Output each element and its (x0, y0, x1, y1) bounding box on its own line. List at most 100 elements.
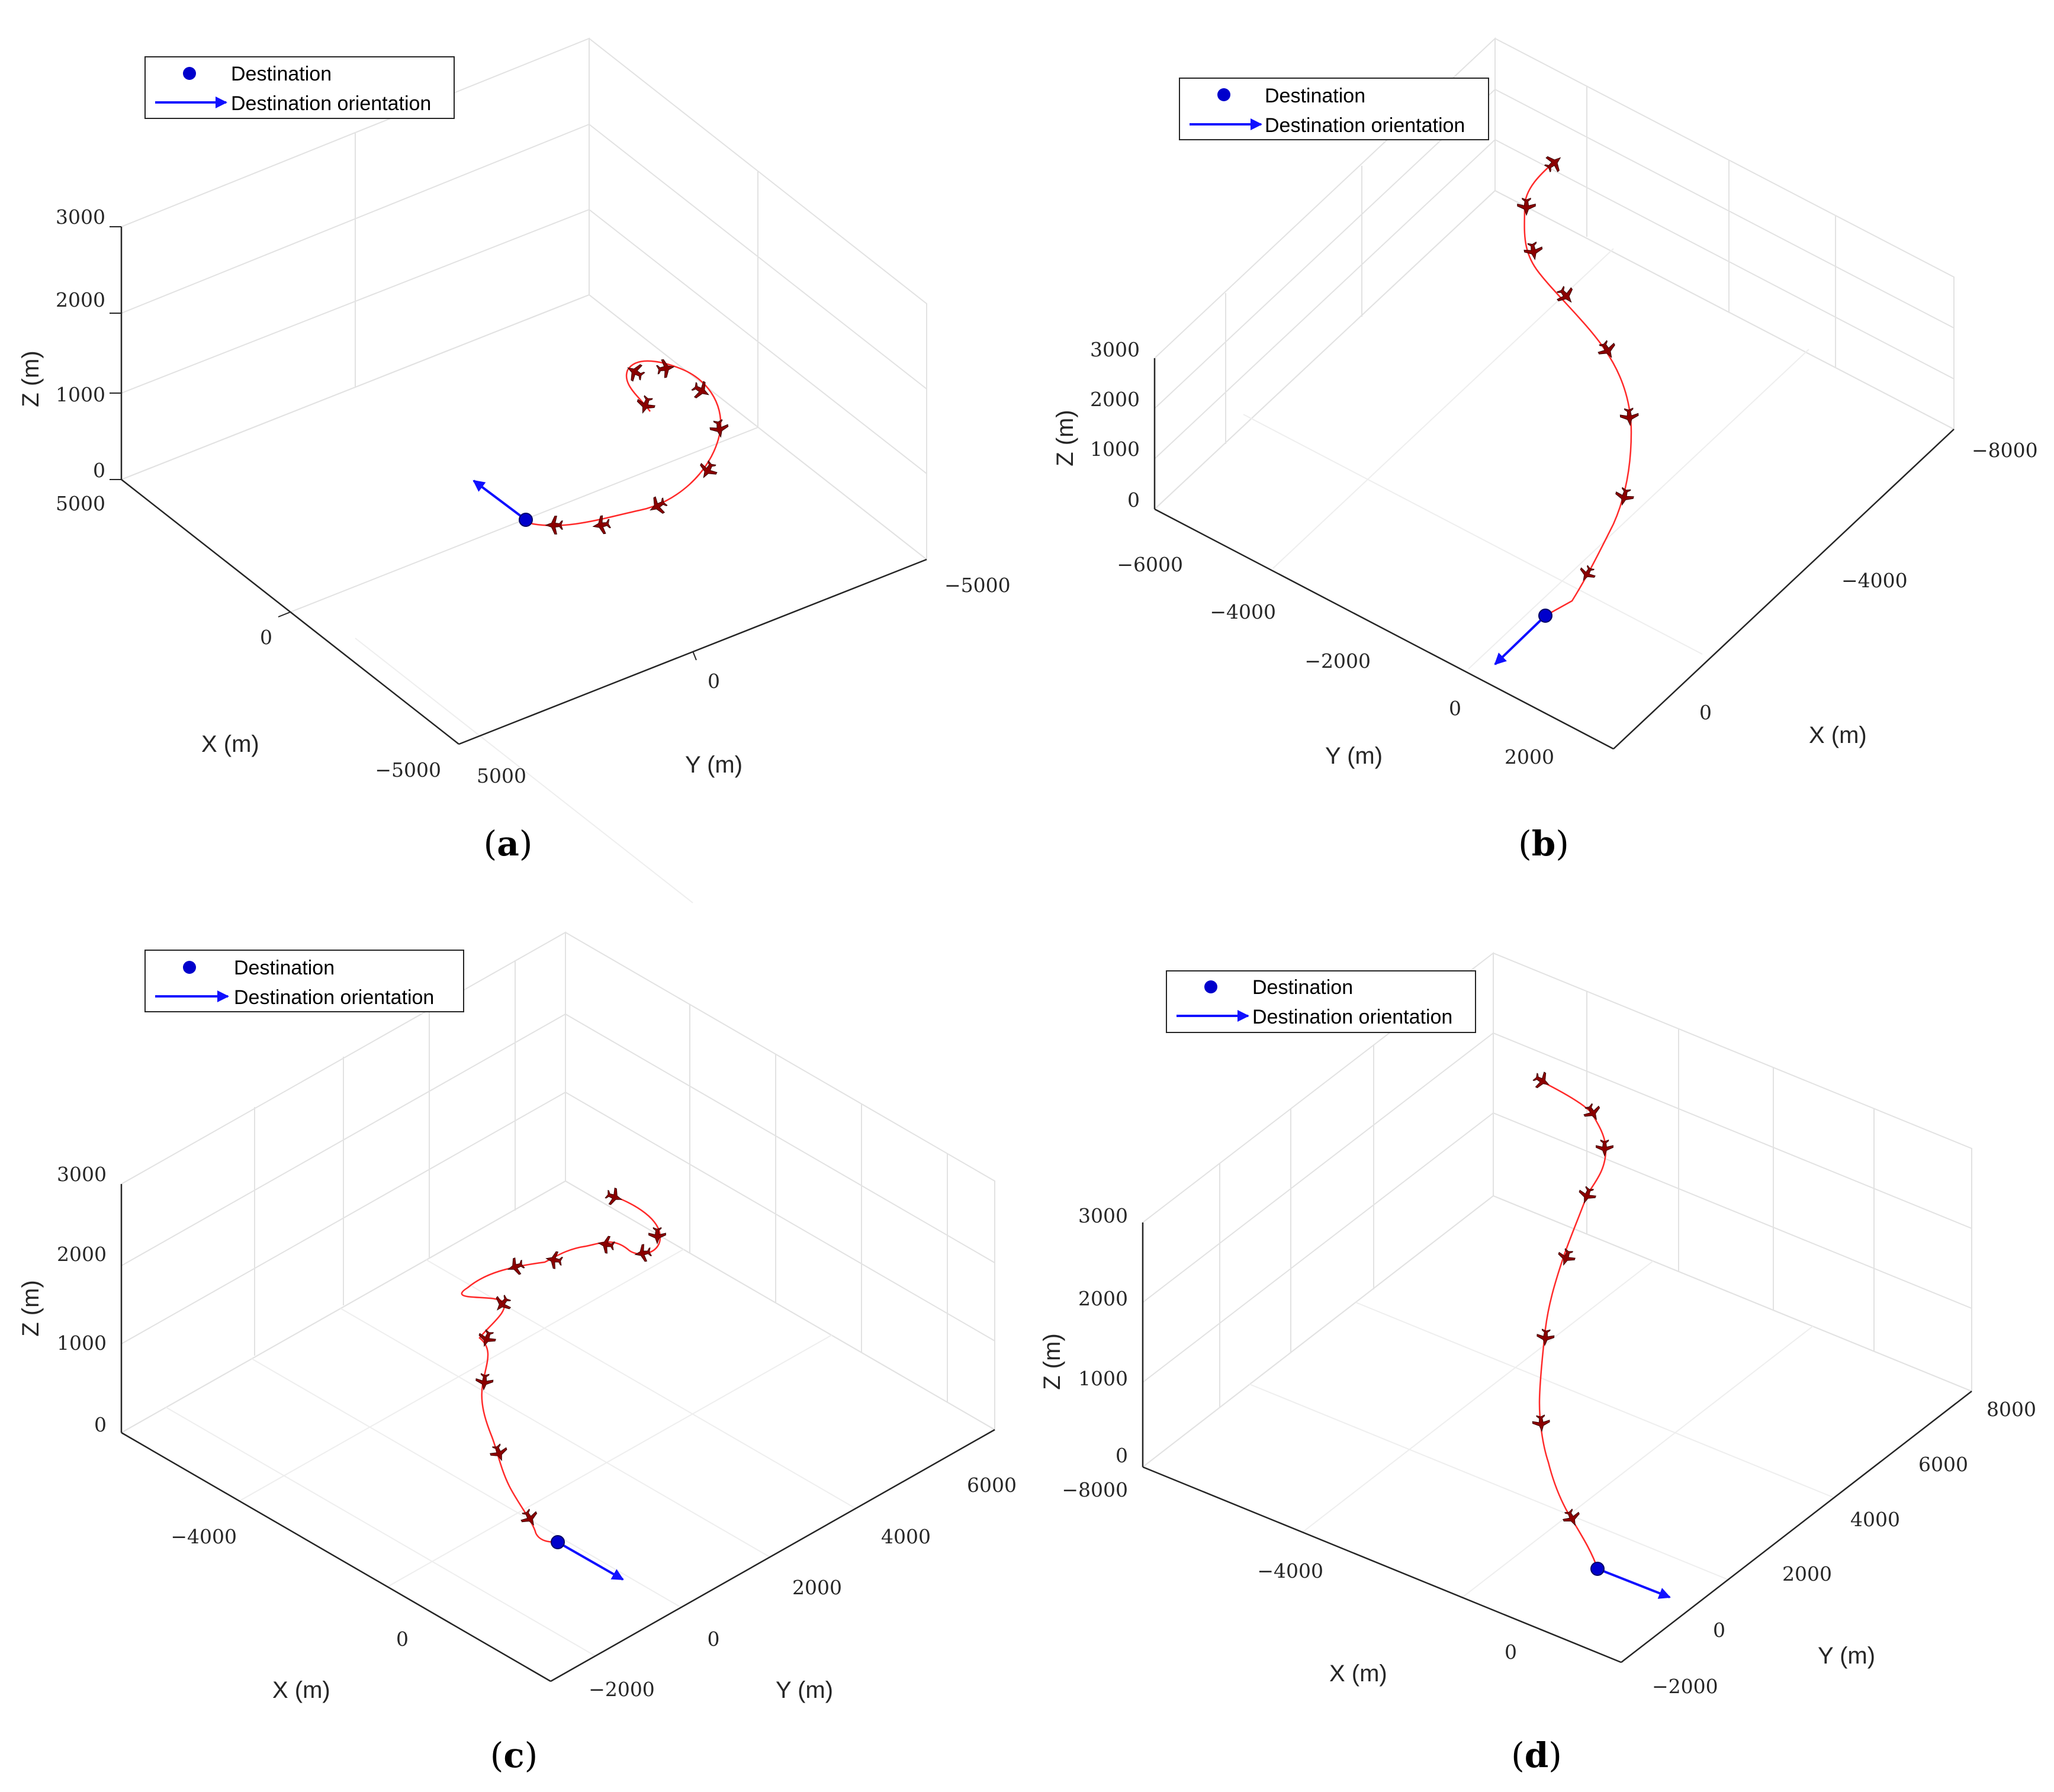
panel-a-aircraft (655, 358, 676, 379)
panel-b-aircraft (1552, 282, 1579, 308)
panel-d-y-label: Y (m) (1818, 1643, 1875, 1669)
panel-d-x-tick-0: −8000 (1062, 1478, 1128, 1501)
panel-c-legend: Destination Destination orientation (144, 950, 464, 1012)
panel-b-z-tick-2: 2000 (1090, 388, 1140, 411)
panel-d-axes (1142, 1222, 1972, 1664)
panel-b-y-label: Y (m) (1325, 743, 1383, 769)
panel-d-x-label: X (m) (1329, 1661, 1387, 1687)
legend-orientation-label: Destination orientation (231, 92, 431, 115)
legend-destination-marker (1204, 980, 1217, 993)
panel-c-y-tick-4: 6000 (967, 1474, 1017, 1497)
panel-b-trajectory (1523, 160, 1632, 617)
panel-c-aircraft (504, 1256, 526, 1278)
panel-b-legend: Destination Destination orientation (1179, 78, 1489, 140)
panel-d-z-tick-2: 2000 (1078, 1287, 1128, 1310)
panel-c-y-label: Y (m) (776, 1677, 833, 1703)
panel-b-aircraft (1576, 563, 1598, 585)
panel-a-x-tick-1: 0 (260, 626, 272, 649)
panel-d-z-label: Z (m) (1039, 1333, 1065, 1390)
panel-b-aircraft (1541, 150, 1567, 176)
panel-d-x-tick-1: −4000 (1257, 1559, 1323, 1582)
panel-b-aircraft (1613, 485, 1636, 508)
panel-a-y-tick-2: −5000 (944, 574, 1011, 597)
panel-c-y-tick-2: 2000 (792, 1576, 842, 1599)
panel-a: 0 1000 2000 3000 5000 0 −5000 5000 0 −50… (18, 37, 1011, 903)
panel-c-y-tick-3: 4000 (881, 1525, 931, 1548)
legend-destination-marker (1217, 88, 1230, 101)
panel-c-y-tick-0: −2000 (589, 1678, 655, 1701)
legend-destination-label: Destination (231, 63, 332, 85)
panel-d-aircraft (1555, 1247, 1577, 1269)
panel-c-aircraft (648, 1227, 666, 1244)
panel-d-legend: Destination Destination orientation (1166, 970, 1476, 1033)
legend-destination-label: Destination (234, 957, 335, 979)
panel-c: 0 1000 2000 3000 −4000 0 −2000 0 2000 40… (18, 931, 1017, 1775)
panel-a-axes (120, 227, 927, 745)
panel-b-destination (1538, 609, 1552, 623)
panel-b-x-label: X (m) (1809, 722, 1867, 748)
panel-b-z-tick-0: 0 (1127, 488, 1140, 511)
panel-a-z-tick-0: 0 (93, 459, 105, 482)
panel-d-aircraft (1531, 1414, 1551, 1433)
panel-a-legend: Destination Destination orientation (144, 56, 455, 119)
panel-a-caption: (a) (484, 823, 533, 864)
legend-orientation-label: Destination orientation (1252, 1006, 1452, 1028)
panel-b-x-tick-2: −8000 (1972, 439, 2038, 462)
panel-c-x-tick-0: −4000 (171, 1525, 237, 1548)
panel-a-y-label: Y (m) (685, 752, 742, 778)
legend-destination-label: Destination (1252, 976, 1353, 999)
panel-a-destination (519, 513, 533, 527)
panel-b-aircraft (1619, 407, 1640, 427)
panel-a-z-tick-1: 1000 (56, 383, 105, 406)
panel-b-gridlines (1154, 37, 1955, 670)
panel-d-y-tick-2: 2000 (1782, 1562, 1832, 1585)
panel-c-z-tick-1: 1000 (57, 1331, 107, 1355)
panel-a-z-tick-3: 3000 (56, 205, 105, 229)
legend-destination-marker (183, 961, 196, 974)
panel-d-aircraft (1580, 1101, 1605, 1124)
panel-a-orientation-arrow (472, 480, 527, 521)
panel-c-z-tick-2: 2000 (57, 1243, 107, 1266)
legend-destination-marker (183, 67, 196, 80)
panel-d-caption: (d) (1511, 1735, 1562, 1775)
panel-d-x-tick-2: 0 (1505, 1640, 1517, 1664)
panel-d-destination (1590, 1562, 1605, 1576)
panel-c-aircraft-markers (475, 1186, 666, 1530)
panel-c-destination (551, 1535, 565, 1549)
panel-b: 0 1000 2000 3000 −6000 −4000 −2000 0 200… (1052, 37, 2038, 864)
panel-c-z-tick-3: 3000 (57, 1163, 107, 1186)
panel-d-gridlines (1142, 951, 1972, 1598)
panel-c-y-tick-1: 0 (708, 1627, 720, 1651)
panel-d-y-tick-3: 4000 (1850, 1508, 1900, 1531)
panel-d-z-tick-0: 0 (1116, 1444, 1128, 1467)
panel-c-aircraft (544, 1250, 564, 1270)
panel-b-caption: (b) (1518, 823, 1569, 864)
panel-b-y-tick-1: −4000 (1210, 600, 1276, 623)
panel-a-gridlines (121, 37, 927, 903)
panel-b-orientation-arrow (1494, 615, 1547, 665)
panel-a-ticklines (110, 226, 697, 661)
panel-a-x-label: X (m) (201, 731, 259, 757)
panel-d-z-tick-3: 3000 (1078, 1204, 1128, 1227)
panel-a-y-tick-1: 0 (708, 670, 720, 693)
panel-d-aircraft (1536, 1328, 1555, 1347)
legend-orientation-label: Destination orientation (234, 986, 434, 1009)
panel-a-z-tick-2: 2000 (56, 288, 105, 311)
panel-d-aircraft (1530, 1069, 1554, 1093)
panel-b-x-tick-1: −4000 (1841, 569, 1908, 592)
panel-c-x-label: X (m) (272, 1677, 330, 1703)
panel-b-z-tick-3: 3000 (1090, 338, 1140, 361)
panel-c-trajectory (461, 1195, 661, 1543)
panel-a-trajectory (525, 360, 722, 526)
panel-a-aircraft (645, 493, 670, 519)
panel-d-y-tick-0: −2000 (1652, 1675, 1718, 1698)
panel-a-aircraft-markers (545, 358, 730, 536)
panel-b-aircraft-markers (1517, 150, 1640, 585)
panel-d: 0 1000 2000 3000 −8000 −4000 0 −2000 0 2… (1039, 951, 2036, 1775)
panel-d-orientation-arrow (1597, 1568, 1671, 1599)
panel-c-orientation-arrow (557, 1541, 624, 1581)
panel-a-z-label: Z (m) (18, 350, 44, 407)
panel-b-z-label: Z (m) (1052, 410, 1078, 467)
panel-a-x-tick-2: −5000 (375, 758, 441, 781)
panel-c-aircraft (596, 1234, 616, 1255)
